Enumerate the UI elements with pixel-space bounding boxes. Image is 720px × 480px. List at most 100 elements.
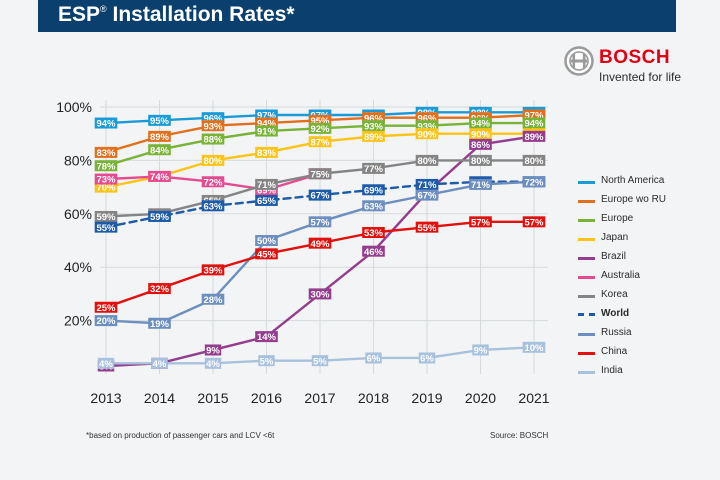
legend-label: Brazil [601, 251, 627, 262]
title-registered-mark: ® [100, 4, 107, 14]
data-label-bg [362, 226, 385, 238]
data-label-text: 91% [257, 127, 277, 138]
data-label-text: 80% [417, 156, 437, 167]
data-label-text: 89% [524, 132, 544, 143]
data-label-text: 46% [364, 247, 384, 258]
legend-swatch [578, 371, 595, 374]
data-label-text: 67% [310, 191, 330, 202]
data-label-text: 94% [524, 119, 544, 130]
data-label-china: 55% [415, 221, 439, 234]
legend-item-australia: Australia [578, 269, 718, 288]
legend-swatch [578, 295, 595, 298]
data-label-bg [204, 357, 222, 369]
data-label-text: 93% [364, 121, 384, 132]
data-label-india: 4% [204, 357, 222, 370]
data-label-japan: 70% [94, 181, 118, 194]
data-label-bg [415, 112, 439, 124]
data-label-bg [94, 146, 118, 158]
data-label-text: 10% [524, 343, 544, 354]
data-label-korea: 59% [94, 210, 118, 223]
data-label-bg [308, 288, 332, 300]
legend-swatch [578, 257, 595, 260]
data-label-text: 86% [471, 140, 491, 151]
data-label-india: 4% [151, 357, 168, 370]
x-tick-label: 2018 [358, 390, 389, 406]
data-label-text: 63% [364, 201, 384, 212]
data-label-text: 89% [150, 132, 170, 143]
data-label-bg [94, 117, 118, 129]
legend-label: Europe wo RU [601, 194, 667, 205]
data-label-bg [201, 200, 225, 212]
data-label-china: 45% [255, 248, 278, 260]
data-label-bg [255, 194, 278, 206]
data-label-russia: 57% [308, 216, 332, 228]
data-label-india: 9% [472, 344, 489, 357]
data-label-bg [469, 128, 492, 140]
data-label-europe: 93% [362, 120, 385, 132]
data-label-text: 39% [203, 265, 223, 276]
data-label-text: 93% [203, 121, 223, 132]
data-label-bg [308, 114, 332, 126]
data-label-bg [201, 293, 225, 305]
legend-item-north-america: North America [578, 174, 718, 193]
data-label-text: 89% [364, 132, 384, 143]
data-label-bg [94, 160, 118, 172]
y-tick-label: 60% [64, 206, 92, 222]
data-label-text: 45% [257, 249, 277, 260]
data-label-europe-wo-ru: 95% [308, 114, 332, 127]
legend-label: World [601, 308, 630, 319]
data-label-europe: 93% [415, 120, 439, 132]
data-label-text: 59% [150, 212, 170, 223]
data-label-text: 70% [96, 183, 116, 194]
data-label-text: 6% [367, 354, 381, 365]
data-label-bg [522, 109, 546, 121]
data-label-text: 25% [96, 303, 116, 314]
data-label-europe: 88% [201, 133, 225, 146]
legend-item-europe-wo-ru: Europe wo RU [578, 193, 718, 212]
data-label-text: 94% [257, 119, 277, 130]
data-label-europe: 78% [94, 160, 118, 172]
data-label-bg [365, 352, 382, 364]
data-label-text: 4% [153, 359, 167, 370]
y-tick-label: 80% [64, 152, 92, 168]
legend-label: Australia [601, 270, 640, 281]
data-label-europe: 91% [255, 125, 278, 138]
data-label-bg [308, 189, 332, 201]
data-label-korea: 80% [522, 154, 546, 167]
data-label-text: 77% [364, 164, 384, 175]
data-label-russia: 50% [255, 235, 278, 247]
data-label-korea: 75% [308, 168, 332, 180]
footnote: *based on production of passenger cars a… [86, 431, 275, 440]
data-label-bg [308, 237, 332, 249]
data-label-text: 96% [364, 113, 384, 124]
data-label-russia: 71% [469, 178, 492, 191]
data-label-text: 49% [310, 239, 330, 250]
data-label-bg [418, 352, 436, 364]
data-label-india: 6% [365, 352, 382, 365]
data-label-text: 80% [203, 156, 223, 167]
data-label-text: 72% [524, 177, 544, 188]
data-label-text: 94% [471, 119, 491, 130]
data-label-bg [469, 178, 492, 190]
data-label-text: 55% [417, 223, 437, 234]
data-label-russia: 72% [522, 176, 546, 188]
data-label-text: 67% [417, 191, 437, 202]
data-label-japan: 80% [201, 154, 225, 167]
legend-item-world: World [578, 307, 718, 326]
data-label-bg [148, 317, 171, 329]
y-tick-label: 20% [64, 313, 92, 329]
data-label-japan: 90% [415, 128, 439, 140]
legend: North America Europe wo RU Europe Japan Braz… [578, 174, 718, 383]
data-label-europe: 92% [308, 122, 332, 135]
data-label-australia: 73% [94, 173, 118, 186]
data-label-bg [255, 109, 278, 121]
data-label-text: 57% [524, 217, 544, 228]
data-label-europe: 94% [469, 117, 492, 130]
data-label-brazil: 14% [255, 331, 278, 343]
data-label-india: 5% [311, 355, 329, 367]
data-label-bg [472, 344, 489, 356]
data-label-bg [362, 245, 385, 257]
legend-label: Korea [601, 289, 628, 300]
data-label-text: 90% [471, 129, 491, 140]
